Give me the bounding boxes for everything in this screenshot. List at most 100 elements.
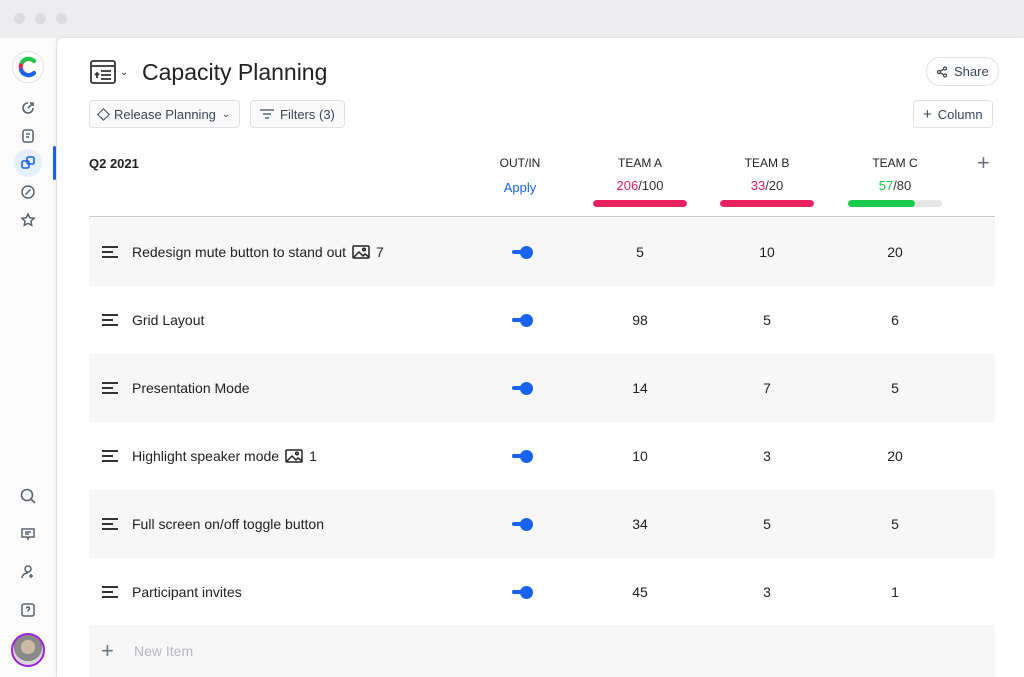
table-row[interactable]: Full screen on/off toggle button 34 5 5 bbox=[89, 490, 995, 558]
star-icon[interactable] bbox=[14, 206, 42, 234]
active-indicator bbox=[53, 146, 56, 180]
window-close-button[interactable] bbox=[14, 13, 25, 24]
item-name[interactable]: Full screen on/off toggle button bbox=[132, 516, 324, 532]
header-divider bbox=[89, 216, 995, 217]
team-capacity-bar bbox=[593, 200, 687, 207]
team-a-value[interactable]: 14 bbox=[632, 380, 648, 396]
roadmap-icon[interactable] bbox=[14, 149, 42, 177]
team-capacity: 33/20 bbox=[712, 178, 822, 193]
invite-user-icon[interactable] bbox=[14, 558, 42, 586]
sidebar bbox=[0, 38, 56, 677]
main-panel: ⌄ Capacity Planning Share Release Planni… bbox=[57, 38, 1024, 677]
team-capacity: 206/100 bbox=[585, 178, 695, 193]
view-selector-label: Release Planning bbox=[114, 106, 216, 122]
team-b-value[interactable]: 3 bbox=[763, 584, 771, 600]
team-capacity: 57/80 bbox=[840, 178, 950, 193]
team-b-value[interactable]: 5 bbox=[763, 312, 771, 328]
outin-toggle[interactable] bbox=[512, 518, 534, 531]
explore-icon[interactable] bbox=[14, 178, 42, 206]
dashboard-icon[interactable] bbox=[14, 94, 42, 122]
team-b-value[interactable]: 5 bbox=[763, 516, 771, 532]
help-icon[interactable] bbox=[14, 596, 42, 624]
outin-toggle[interactable] bbox=[512, 246, 534, 259]
share-button[interactable]: Share bbox=[926, 57, 999, 86]
drag-handle-icon[interactable] bbox=[102, 515, 118, 533]
outin-toggle[interactable] bbox=[512, 382, 534, 395]
image-count: 1 bbox=[309, 448, 317, 464]
period-label: Q2 2021 bbox=[89, 156, 139, 171]
chevron-down-icon: ⌄ bbox=[120, 66, 129, 78]
feedback-icon[interactable] bbox=[14, 520, 42, 548]
board-view-icon bbox=[90, 60, 116, 84]
share-icon bbox=[936, 65, 948, 78]
team-header: TEAM A bbox=[617, 156, 662, 170]
outin-header: OUT/IN bbox=[499, 156, 541, 170]
filters-button[interactable]: Filters (3) bbox=[250, 100, 345, 128]
team-capacity-total: /80 bbox=[893, 178, 912, 193]
team-a-value[interactable]: 5 bbox=[636, 244, 644, 260]
drag-handle-icon[interactable] bbox=[102, 447, 118, 465]
filter-icon bbox=[260, 109, 274, 119]
add-team-icon[interactable]: + bbox=[977, 150, 990, 175]
team-capacity-fill bbox=[848, 200, 915, 207]
team-a-value[interactable]: 10 bbox=[632, 448, 648, 464]
drag-handle-icon[interactable] bbox=[102, 583, 118, 601]
notes-icon[interactable] bbox=[14, 122, 42, 150]
filters-label: Filters (3) bbox=[280, 106, 335, 122]
app-logo[interactable] bbox=[12, 51, 44, 83]
outin-toggle[interactable] bbox=[512, 450, 534, 463]
table-row[interactable]: Presentation Mode 14 7 5 bbox=[89, 354, 995, 422]
team-b-value[interactable]: 10 bbox=[759, 244, 775, 260]
team-c-value[interactable]: 20 bbox=[887, 244, 903, 260]
new-item-row[interactable]: + New Item bbox=[89, 625, 995, 677]
drag-handle-icon[interactable] bbox=[102, 379, 118, 397]
table-row[interactable]: Participant invites 45 3 1 bbox=[89, 558, 995, 626]
diamond-icon bbox=[97, 107, 110, 121]
team-capacity-bar bbox=[848, 200, 942, 207]
team-capacity-bar bbox=[720, 200, 814, 207]
team-b-value[interactable]: 7 bbox=[763, 380, 771, 396]
item-name[interactable]: Highlight speaker mode bbox=[132, 448, 280, 464]
chevron-down-icon: ⌄ bbox=[221, 108, 231, 120]
team-a-value[interactable]: 45 bbox=[632, 584, 648, 600]
team-capacity-fill bbox=[593, 200, 687, 207]
team-c-value[interactable]: 20 bbox=[887, 448, 903, 464]
team-used: 33 bbox=[750, 178, 766, 193]
add-column-button[interactable]: + Column bbox=[913, 100, 993, 128]
search-icon[interactable] bbox=[14, 482, 42, 510]
release-planning-dropdown[interactable]: Release Planning ⌄ bbox=[89, 100, 241, 128]
team-a-value[interactable]: 98 bbox=[632, 312, 648, 328]
share-label: Share bbox=[954, 64, 989, 79]
table-row[interactable]: Grid Layout 98 5 6 bbox=[89, 286, 995, 354]
window-minimize-button[interactable] bbox=[35, 13, 46, 24]
team-a-value[interactable]: 34 bbox=[632, 516, 648, 532]
outin-toggle[interactable] bbox=[512, 314, 534, 327]
team-c-value[interactable]: 6 bbox=[891, 312, 899, 328]
apply-link[interactable]: Apply bbox=[503, 180, 537, 195]
team-capacity-fill bbox=[720, 200, 814, 207]
table-row[interactable]: Highlight speaker mode 1 10 3 20 bbox=[89, 422, 995, 490]
item-name[interactable]: Participant invites bbox=[132, 584, 242, 600]
team-c-value[interactable]: 5 bbox=[891, 516, 899, 532]
drag-handle-icon[interactable] bbox=[102, 243, 118, 261]
page-title: Capacity Planning bbox=[142, 59, 328, 85]
user-avatar[interactable] bbox=[11, 633, 45, 667]
plus-icon: + bbox=[101, 638, 114, 663]
image-icon bbox=[285, 449, 303, 463]
drag-handle-icon[interactable] bbox=[102, 311, 118, 329]
table-row[interactable]: Redesign mute button to stand out 7 5 10 … bbox=[89, 218, 995, 286]
team-header: TEAM C bbox=[872, 156, 918, 170]
outin-toggle[interactable] bbox=[512, 586, 534, 599]
team-c-value[interactable]: 1 bbox=[891, 584, 899, 600]
image-icon bbox=[352, 245, 370, 259]
item-name[interactable]: Presentation Mode bbox=[132, 380, 250, 396]
window-maximize-button[interactable] bbox=[56, 13, 67, 24]
team-b-value[interactable]: 3 bbox=[763, 448, 771, 464]
item-name[interactable]: Redesign mute button to stand out bbox=[132, 244, 347, 260]
view-type-selector[interactable]: ⌄ bbox=[90, 60, 128, 84]
team-used: 57 bbox=[878, 178, 894, 193]
item-name[interactable]: Grid Layout bbox=[132, 312, 205, 328]
team-c-value[interactable]: 5 bbox=[891, 380, 899, 396]
add-column-label: Column bbox=[937, 106, 983, 122]
team-used: 206 bbox=[616, 178, 639, 193]
